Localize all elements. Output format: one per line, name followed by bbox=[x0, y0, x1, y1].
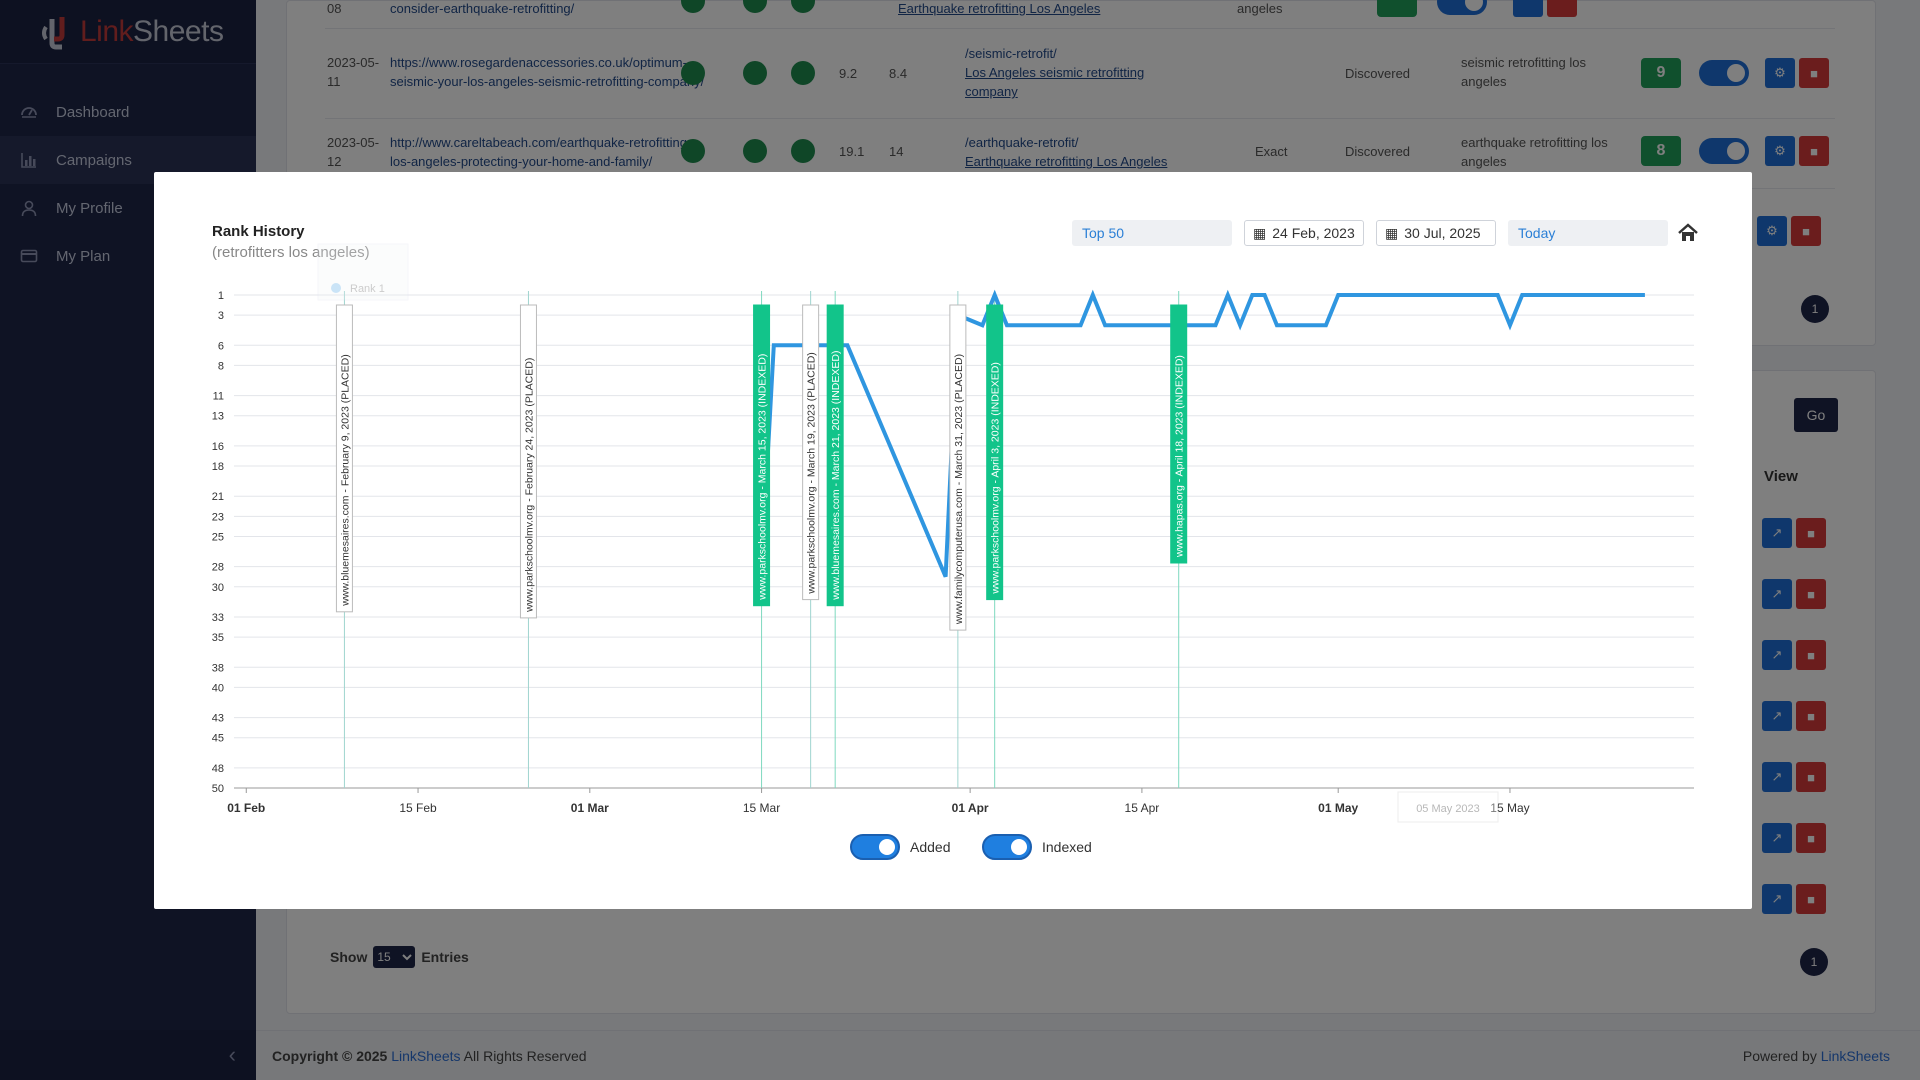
top-n-select[interactable]: Top 50 bbox=[1072, 220, 1232, 246]
tooltip-text: Rank 1 bbox=[350, 283, 385, 295]
annotation-label: www.bluemesaires.com - February 9, 2023 … bbox=[335, 304, 353, 613]
home-icon bbox=[1678, 223, 1698, 241]
annotation-label: www.familycomputerusa.com - March 31, 20… bbox=[949, 304, 967, 631]
date-to-picker[interactable]: ▦ 30 Jul, 2025 bbox=[1376, 220, 1496, 246]
date-from-picker[interactable]: ▦ 24 Feb, 2023 bbox=[1244, 220, 1364, 246]
x-tick-label: 01 May bbox=[1318, 801, 1358, 815]
y-tick-label: 13 bbox=[212, 411, 224, 423]
annotation-box bbox=[949, 304, 967, 631]
y-tick-label: 11 bbox=[213, 391, 224, 403]
y-tick-label: 35 bbox=[212, 632, 224, 644]
x-tick-label: 15 Feb bbox=[399, 801, 437, 815]
annotation-label: www.parkschoolmv.org - March 19, 2023 (P… bbox=[802, 304, 820, 601]
y-tick-label: 33 bbox=[212, 612, 224, 624]
x-tick-label: 01 Feb bbox=[227, 801, 265, 815]
hover-date-label: 05 May 2023 bbox=[1397, 791, 1499, 823]
y-tick-label: 40 bbox=[212, 682, 224, 694]
annotation-text: www.hapas.org - April 18, 2023 (INDEXED) bbox=[1174, 355, 1186, 558]
x-tick-label: 15 May bbox=[1490, 801, 1529, 815]
x-tick-label: 01 Mar bbox=[571, 801, 609, 815]
annotation-text: www.parkschoolmv.org - April 3, 2023 (IN… bbox=[990, 362, 1002, 594]
y-tick-label: 8 bbox=[218, 360, 224, 372]
y-tick-label: 16 bbox=[212, 441, 224, 453]
annotation-text: www.bluemesaires.com - March 21, 2023 (I… bbox=[830, 351, 842, 601]
range-select[interactable]: Today bbox=[1508, 220, 1668, 246]
y-tick-label: 38 bbox=[212, 662, 224, 674]
hover-date-text: 05 May 2023 bbox=[1416, 803, 1480, 815]
annotation-box bbox=[826, 304, 844, 607]
annotation-box bbox=[519, 304, 537, 619]
x-tick-label: 01 Apr bbox=[952, 801, 989, 815]
annotation-box bbox=[986, 304, 1004, 601]
y-tick-label: 30 bbox=[212, 582, 224, 594]
annotation-label: www.parkschoolmv.org - March 15, 2023 (I… bbox=[753, 304, 771, 607]
chart-title: Rank History bbox=[212, 223, 305, 240]
annotation-label: www.bluemesaires.com - March 21, 2023 (I… bbox=[826, 304, 844, 607]
y-tick-label: 48 bbox=[212, 763, 224, 775]
annotation-label: www.parkschoolmv.org - February 24, 2023… bbox=[519, 304, 537, 619]
y-tick-label: 43 bbox=[212, 713, 224, 725]
y-tick-label: 28 bbox=[212, 562, 224, 574]
hover-date-box bbox=[1397, 791, 1499, 823]
annotation-text: www.parkschoolmv.org - February 24, 2023… bbox=[523, 358, 535, 613]
added-toggle[interactable] bbox=[850, 834, 900, 860]
indexed-toggle[interactable] bbox=[982, 834, 1032, 860]
annotation-label: www.parkschoolmv.org - April 3, 2023 (IN… bbox=[986, 304, 1004, 601]
annotation-text: www.parkschoolmv.org - March 15, 2023 (I… bbox=[757, 354, 769, 601]
calendar-icon: ▦ bbox=[1385, 224, 1399, 241]
calendar-icon: ▦ bbox=[1253, 224, 1267, 241]
legend-indexed[interactable]: Indexed bbox=[982, 834, 1092, 860]
annotation-box bbox=[335, 304, 353, 613]
y-tick-label: 25 bbox=[212, 531, 224, 543]
rank-history-chart: 1368111316182123252830333538404345485001… bbox=[212, 243, 1694, 823]
legend-added[interactable]: Added bbox=[850, 834, 950, 860]
y-tick-label: 1 bbox=[218, 290, 224, 302]
y-tick-label: 23 bbox=[212, 511, 224, 523]
x-tick-label: 15 Mar bbox=[743, 801, 780, 815]
annotation-text: www.parkschoolmv.org - March 19, 2023 (P… bbox=[806, 352, 818, 594]
home-button[interactable] bbox=[1677, 222, 1699, 244]
annotation-box bbox=[753, 304, 771, 607]
annotation-text: www.familycomputerusa.com - March 31, 20… bbox=[953, 354, 965, 625]
rank-history-modal: Rank History (retrofitters los angeles) … bbox=[154, 172, 1752, 909]
chart-subtitle: (retrofitters los angeles) bbox=[212, 244, 370, 261]
y-tick-label: 45 bbox=[212, 733, 224, 745]
y-tick-label: 3 bbox=[218, 310, 224, 322]
x-tick-label: 15 Apr bbox=[1125, 801, 1160, 815]
annotation-box bbox=[802, 304, 820, 601]
annotation-label: www.hapas.org - April 18, 2023 (INDEXED) bbox=[1170, 304, 1188, 564]
annotation-box bbox=[1170, 304, 1188, 564]
y-tick-label: 21 bbox=[212, 491, 224, 503]
annotation-text: www.bluemesaires.com - February 9, 2023 … bbox=[339, 354, 351, 607]
y-tick-label: 6 bbox=[218, 340, 224, 352]
legend-label: Added bbox=[910, 839, 951, 855]
y-tick-label: 50 bbox=[212, 783, 224, 795]
y-tick-label: 18 bbox=[212, 461, 224, 473]
rank-series-line bbox=[759, 289, 1645, 578]
legend-label: Indexed bbox=[1042, 839, 1092, 855]
tooltip-marker bbox=[331, 283, 341, 293]
